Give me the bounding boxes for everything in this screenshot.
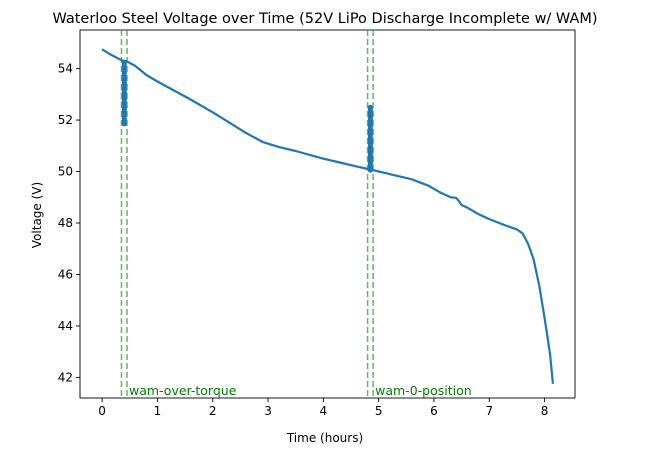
- y-tick-label: 46: [58, 267, 73, 281]
- annotation-label: wam-over-torque: [129, 383, 237, 398]
- x-tick-label: 8: [541, 404, 549, 418]
- x-tick-label: 6: [430, 404, 438, 418]
- x-tick-label: 1: [154, 404, 162, 418]
- annotation-label: wam-0-position: [375, 383, 472, 398]
- x-tick-label: 7: [485, 404, 493, 418]
- series-line: [101, 48, 554, 384]
- y-tick-label: 50: [58, 165, 73, 179]
- y-tick-label: 52: [58, 113, 73, 127]
- x-tick-label: 4: [320, 404, 328, 418]
- x-tick-label: 3: [264, 404, 272, 418]
- x-tick-label: 5: [375, 404, 383, 418]
- y-tick-label: 48: [58, 216, 73, 230]
- y-tick-label: 54: [58, 62, 73, 76]
- plot-area: 0 1 2 3 4 5 6 7 8 42 44 46 48 50 52 54 wam-over-torque wa…: [58, 29, 576, 418]
- x-axis-label: Time (hours): [286, 431, 363, 445]
- plot-frame: [79, 29, 576, 399]
- y-tick-label: 44: [58, 319, 73, 333]
- chart-title: Waterloo Steel Voltage over Time (52V Li…: [52, 11, 597, 27]
- y-axis-label: Voltage (V): [30, 182, 44, 248]
- y-tick-label: 42: [58, 370, 73, 384]
- x-tick-label: 0: [98, 404, 106, 418]
- x-tick-label: 2: [209, 404, 217, 418]
